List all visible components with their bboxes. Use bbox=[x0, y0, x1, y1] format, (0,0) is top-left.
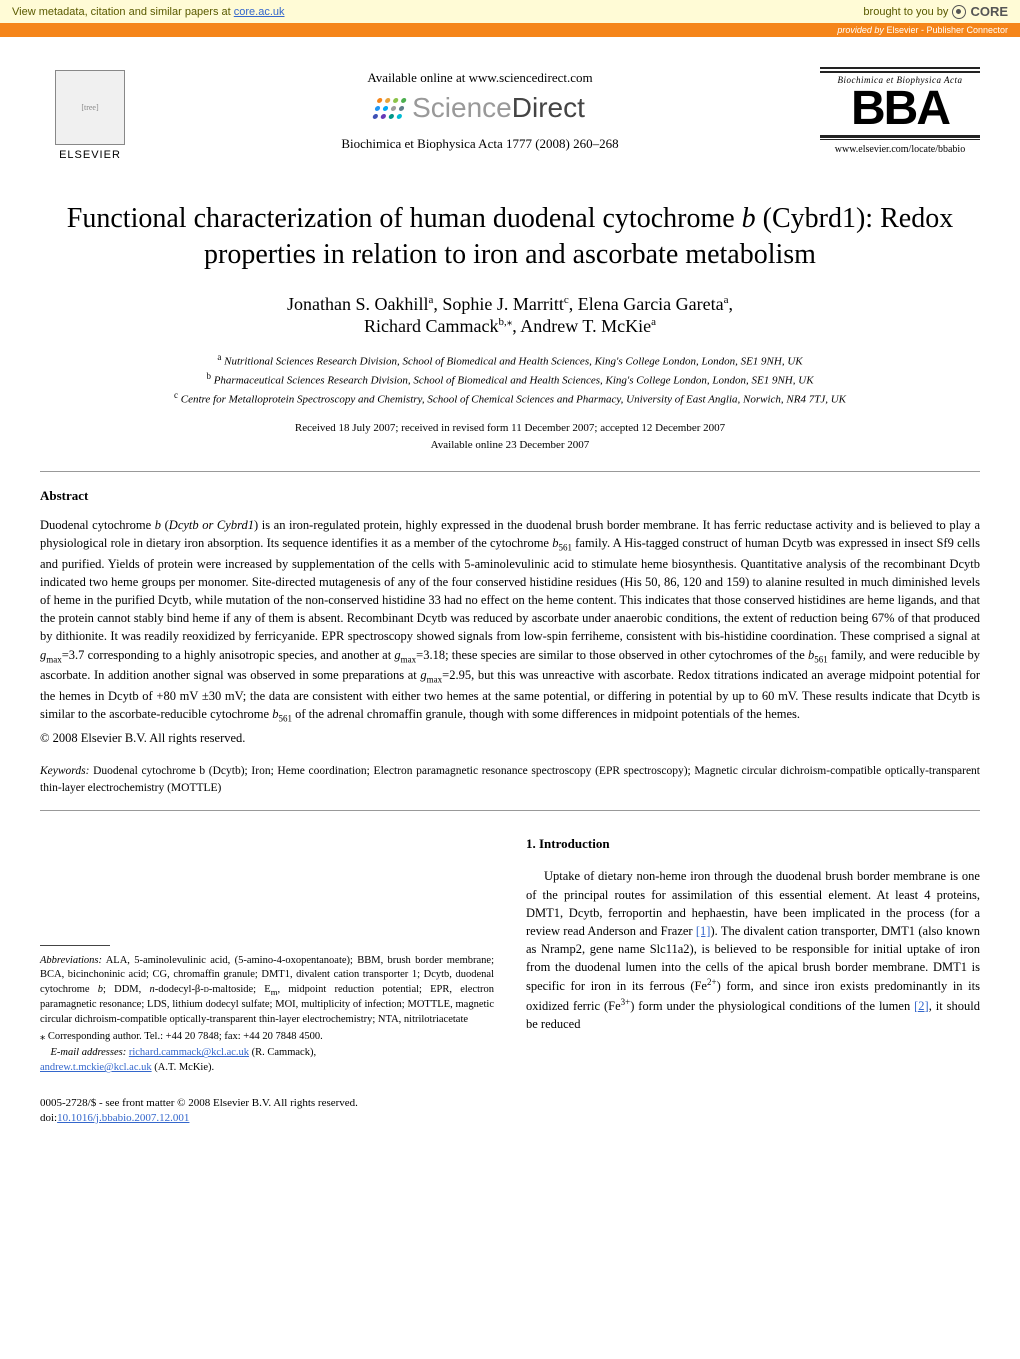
introduction-heading: 1. Introduction bbox=[526, 835, 980, 854]
abstract-section: Abstract Duodenal cytochrome b (Dcytb or… bbox=[40, 488, 980, 747]
elsevier-tree-icon: [tree] bbox=[55, 70, 125, 145]
core-right-prefix: brought to you by bbox=[863, 6, 948, 18]
abstract-heading: Abstract bbox=[40, 488, 980, 504]
keywords: Keywords: Duodenal cytochrome b (Dcytb);… bbox=[40, 763, 980, 795]
author-2: Sophie J. Marritt bbox=[442, 294, 564, 314]
abstract-copyright: © 2008 Elsevier B.V. All rights reserved… bbox=[40, 729, 980, 747]
affiliations: a Nutritional Sciences Research Division… bbox=[60, 351, 960, 408]
email-addresses: E-mail addresses: richard.cammack@kcl.ac… bbox=[40, 1046, 494, 1075]
doi-prefix: doi: bbox=[40, 1112, 57, 1124]
author-4-sup: b, bbox=[499, 316, 507, 328]
abbrev-text: ALA, 5-aminolevulinic acid, (5-amino-4-o… bbox=[40, 955, 494, 1025]
author-4-star: ⁎ bbox=[507, 316, 513, 328]
introduction-body: Uptake of dietary non-heme iron through … bbox=[526, 867, 980, 1032]
right-column: 1. Introduction Uptake of dietary non-he… bbox=[526, 835, 980, 1076]
doi-link[interactable]: 10.1016/j.bbabio.2007.12.001 bbox=[57, 1112, 189, 1124]
body-columns: Abbreviations: ALA, 5-aminolevulinic aci… bbox=[40, 835, 980, 1076]
elsevier-connector-bar: provided by Elsevier - Publisher Connect… bbox=[0, 23, 1020, 37]
available-online-text: Available online at www.sciencedirect.co… bbox=[160, 70, 800, 86]
affiliation-b: Pharmaceutical Sciences Research Divisio… bbox=[214, 375, 814, 387]
author-2-sup: c bbox=[564, 294, 569, 306]
email-label: E-mail addresses: bbox=[51, 1047, 127, 1058]
abbreviations: Abbreviations: ALA, 5-aminolevulinic aci… bbox=[40, 954, 494, 1028]
footnote-divider bbox=[40, 945, 110, 946]
sciencedirect-logo: ScienceDirect bbox=[160, 92, 800, 124]
author-3: Elena Garcia Gareta bbox=[578, 294, 724, 314]
footer-doi: doi:10.1016/j.bbabio.2007.12.001 bbox=[40, 1111, 980, 1126]
core-left-prefix: View metadata, citation and similar pape… bbox=[12, 6, 234, 18]
sciencedirect-dots-icon bbox=[372, 98, 407, 119]
author-5: Andrew T. McKie bbox=[520, 316, 651, 336]
sciencedirect-text: ScienceDirect bbox=[412, 92, 585, 124]
abbrev-label: Abbreviations: bbox=[40, 955, 102, 966]
author-5-sup: a bbox=[651, 316, 656, 328]
core-banner-left: View metadata, citation and similar pape… bbox=[12, 6, 285, 18]
footer-copyright: 0005-2728/$ - see front matter © 2008 El… bbox=[40, 1096, 980, 1111]
email-1-name: (R. Cammack), bbox=[249, 1047, 316, 1058]
keywords-text: Duodenal cytochrome b (Dcytb); Iron; Hem… bbox=[40, 765, 980, 793]
bba-main-text: BBA bbox=[820, 85, 980, 133]
journal-reference: Biochimica et Biophysica Acta 1777 (2008… bbox=[160, 136, 800, 152]
bba-logo: Biochimica et Biophysica Acta BBA www.el… bbox=[820, 67, 980, 155]
authors: Jonathan S. Oakhilla, Sophie J. Marrittc… bbox=[60, 294, 960, 337]
divider-2 bbox=[40, 810, 980, 811]
footnotes: Abbreviations: ALA, 5-aminolevulinic aci… bbox=[40, 954, 494, 1076]
elsevier-bar-prefix: provided by bbox=[837, 25, 886, 35]
article-footer: 0005-2728/$ - see front matter © 2008 El… bbox=[40, 1096, 980, 1127]
header-center: Available online at www.sciencedirect.co… bbox=[160, 70, 800, 152]
core-logo-icon bbox=[952, 5, 966, 19]
core-banner: View metadata, citation and similar pape… bbox=[0, 0, 1020, 23]
article-dates: Received 18 July 2007; received in revis… bbox=[60, 420, 960, 453]
elsevier-bar-source: Elsevier - Publisher Connector bbox=[886, 25, 1008, 35]
email-1-link[interactable]: richard.cammack@kcl.ac.uk bbox=[129, 1047, 249, 1058]
bba-url: www.elsevier.com/locate/bbabio bbox=[820, 144, 980, 155]
core-link[interactable]: core.ac.uk bbox=[234, 6, 285, 18]
author-1: Jonathan S. Oakhill bbox=[287, 294, 429, 314]
author-3-sup: a bbox=[724, 294, 729, 306]
author-1-sup: a bbox=[428, 294, 433, 306]
article-title: Functional characterization of human duo… bbox=[60, 201, 960, 274]
email-2-name: (A.T. McKie). bbox=[152, 1062, 215, 1073]
article-header: [tree] ELSEVIER Available online at www.… bbox=[0, 37, 1020, 173]
date-received: Received 18 July 2007; received in revis… bbox=[295, 422, 725, 434]
corresponding-author: ⁎ Corresponding author. Tel.: +44 20 784… bbox=[40, 1030, 494, 1045]
elsevier-logo-text: ELSEVIER bbox=[59, 149, 121, 161]
core-logo-text: CORE bbox=[970, 4, 1008, 19]
divider-1 bbox=[40, 471, 980, 472]
affiliation-a: Nutritional Sciences Research Division, … bbox=[224, 355, 802, 367]
bba-logo-top-rule bbox=[820, 67, 980, 73]
abstract-body: Duodenal cytochrome b (Dcytb or Cybrd1) … bbox=[40, 516, 980, 725]
elsevier-logo: [tree] ELSEVIER bbox=[40, 61, 140, 161]
bba-logo-bottom-rule bbox=[820, 135, 980, 140]
left-column: Abbreviations: ALA, 5-aminolevulinic aci… bbox=[40, 835, 494, 1076]
core-banner-right: brought to you by CORE bbox=[863, 4, 1008, 19]
keywords-label: Keywords: bbox=[40, 765, 89, 777]
author-4: Richard Cammack bbox=[364, 316, 498, 336]
email-2-link[interactable]: andrew.t.mckie@kcl.ac.uk bbox=[40, 1062, 152, 1073]
affiliation-c: Centre for Metalloprotein Spectroscopy a… bbox=[181, 394, 846, 406]
date-available: Available online 23 December 2007 bbox=[431, 439, 590, 451]
